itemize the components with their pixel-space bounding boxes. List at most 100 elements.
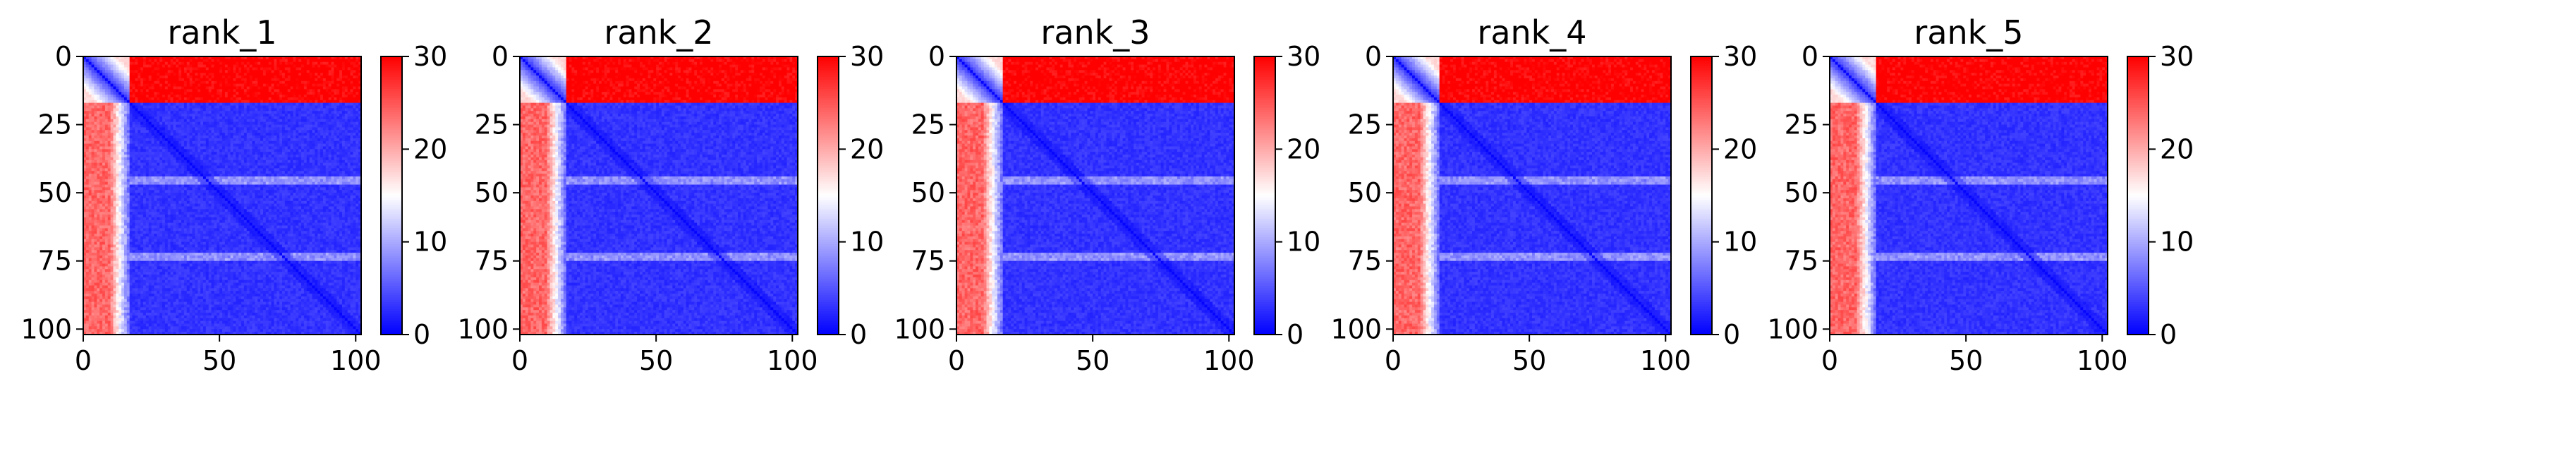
heatmap-cell [228, 70, 231, 73]
heatmap-cell [339, 62, 342, 65]
heatmap-cell [133, 62, 135, 65]
heatmap-cell [317, 70, 320, 73]
heatmap-cell [247, 65, 250, 68]
heatmap-cell [272, 59, 274, 62]
heatmap-cell [304, 62, 307, 65]
heatmap-cell [146, 70, 149, 73]
heatmap-cell [140, 70, 143, 73]
heatmap-cell [130, 65, 133, 68]
heatmap-cell [312, 70, 315, 73]
heatmap-cell [296, 70, 298, 73]
heatmap-cell [225, 70, 228, 73]
heatmap-cell [288, 62, 291, 65]
heatmap-cell [168, 67, 171, 70]
heatmap-cell [231, 65, 233, 68]
heatmap-cell [323, 62, 326, 65]
heatmap-cell [171, 62, 174, 65]
heatmap-cell [247, 59, 250, 62]
heatmap-cell [241, 65, 244, 68]
heatmap-cell [165, 62, 168, 65]
heatmap-cell [332, 65, 334, 68]
heatmap-cell [329, 65, 332, 68]
heatmap-cell [214, 70, 217, 73]
heatmap-cell [266, 59, 269, 62]
heatmap-cell [152, 62, 154, 65]
heatmap-cell [143, 70, 146, 73]
heatmap-cell [293, 62, 296, 65]
heatmap-cell [334, 70, 336, 73]
heatmap-cell [228, 67, 231, 70]
heatmap-cell [255, 65, 257, 68]
heatmap-cell [94, 67, 97, 70]
heatmap-cell [231, 70, 233, 73]
heatmap-cell [97, 65, 99, 68]
heatmap-cell [217, 59, 219, 62]
heatmap-cell [162, 67, 165, 70]
heatmap-cell [238, 62, 241, 65]
heatmap-cell [310, 62, 312, 65]
heatmap-cell [332, 59, 334, 62]
heatmap-cell [105, 67, 108, 70]
heatmap-cell [162, 62, 165, 65]
heatmap-cell [236, 59, 238, 62]
heatmap-cell [336, 67, 339, 70]
heatmap-cell [113, 65, 116, 68]
heatmap-cell [231, 59, 233, 62]
heatmap-cell [108, 62, 111, 65]
heatmap-cell [127, 67, 130, 70]
heatmap-cell [323, 70, 326, 73]
heatmap-cell [332, 62, 334, 65]
heatmap-cell [238, 65, 241, 68]
heatmap-cell [274, 70, 277, 73]
heatmap-cell [351, 65, 353, 68]
heatmap-cell [203, 67, 206, 70]
heatmap-cell [154, 67, 157, 70]
heatmap-cell [89, 73, 92, 76]
heatmap-cell [272, 62, 274, 65]
heatmap-cell [250, 62, 253, 65]
heatmap-cell [99, 62, 102, 65]
heatmap-cell [165, 67, 168, 70]
heatmap-cell [138, 67, 140, 70]
heatmap-cell [272, 70, 274, 73]
heatmap-cell [111, 67, 114, 70]
heatmap-cell [152, 59, 154, 62]
heatmap-cell [326, 70, 329, 73]
heatmap-cell [339, 59, 342, 62]
heatmap-cell [296, 65, 298, 68]
heatmap-cell [238, 70, 241, 73]
heatmap-cell [279, 62, 282, 65]
heatmap-cell [222, 62, 225, 65]
heatmap-cell [356, 65, 358, 68]
heatmap-cell [198, 62, 200, 65]
heatmap-cell [312, 59, 315, 62]
heatmap-cell [260, 70, 263, 73]
heatmap-cell [214, 65, 217, 68]
heatmap-cell [255, 59, 257, 62]
heatmap-cell [209, 65, 212, 68]
heatmap-cell [329, 70, 332, 73]
heatmap-cell [135, 62, 138, 65]
heatmap-cell [228, 65, 231, 68]
heatmap-cell [269, 59, 272, 62]
heatmap-cell [279, 59, 282, 62]
heatmap-cell [233, 65, 236, 68]
heatmap-cell [143, 65, 146, 68]
heatmap-cell [323, 67, 326, 70]
heatmap-cell [99, 59, 102, 62]
heatmap-cell [247, 70, 250, 73]
heatmap-cell [282, 70, 285, 73]
heatmap-cell [152, 67, 154, 70]
heatmap-cell [348, 65, 351, 68]
heatmap-cell [146, 65, 149, 68]
heatmap-cell [135, 65, 138, 68]
heatmap-cell [173, 67, 176, 70]
heatmap-cell [342, 67, 345, 70]
heatmap-cell [250, 65, 253, 68]
heatmap-cell [92, 70, 95, 73]
heatmap-cell [121, 62, 124, 65]
heatmap-cell [94, 70, 97, 73]
heatmap-cell [165, 70, 168, 73]
heatmap-cell [184, 65, 187, 68]
heatmap-cell [320, 70, 323, 73]
